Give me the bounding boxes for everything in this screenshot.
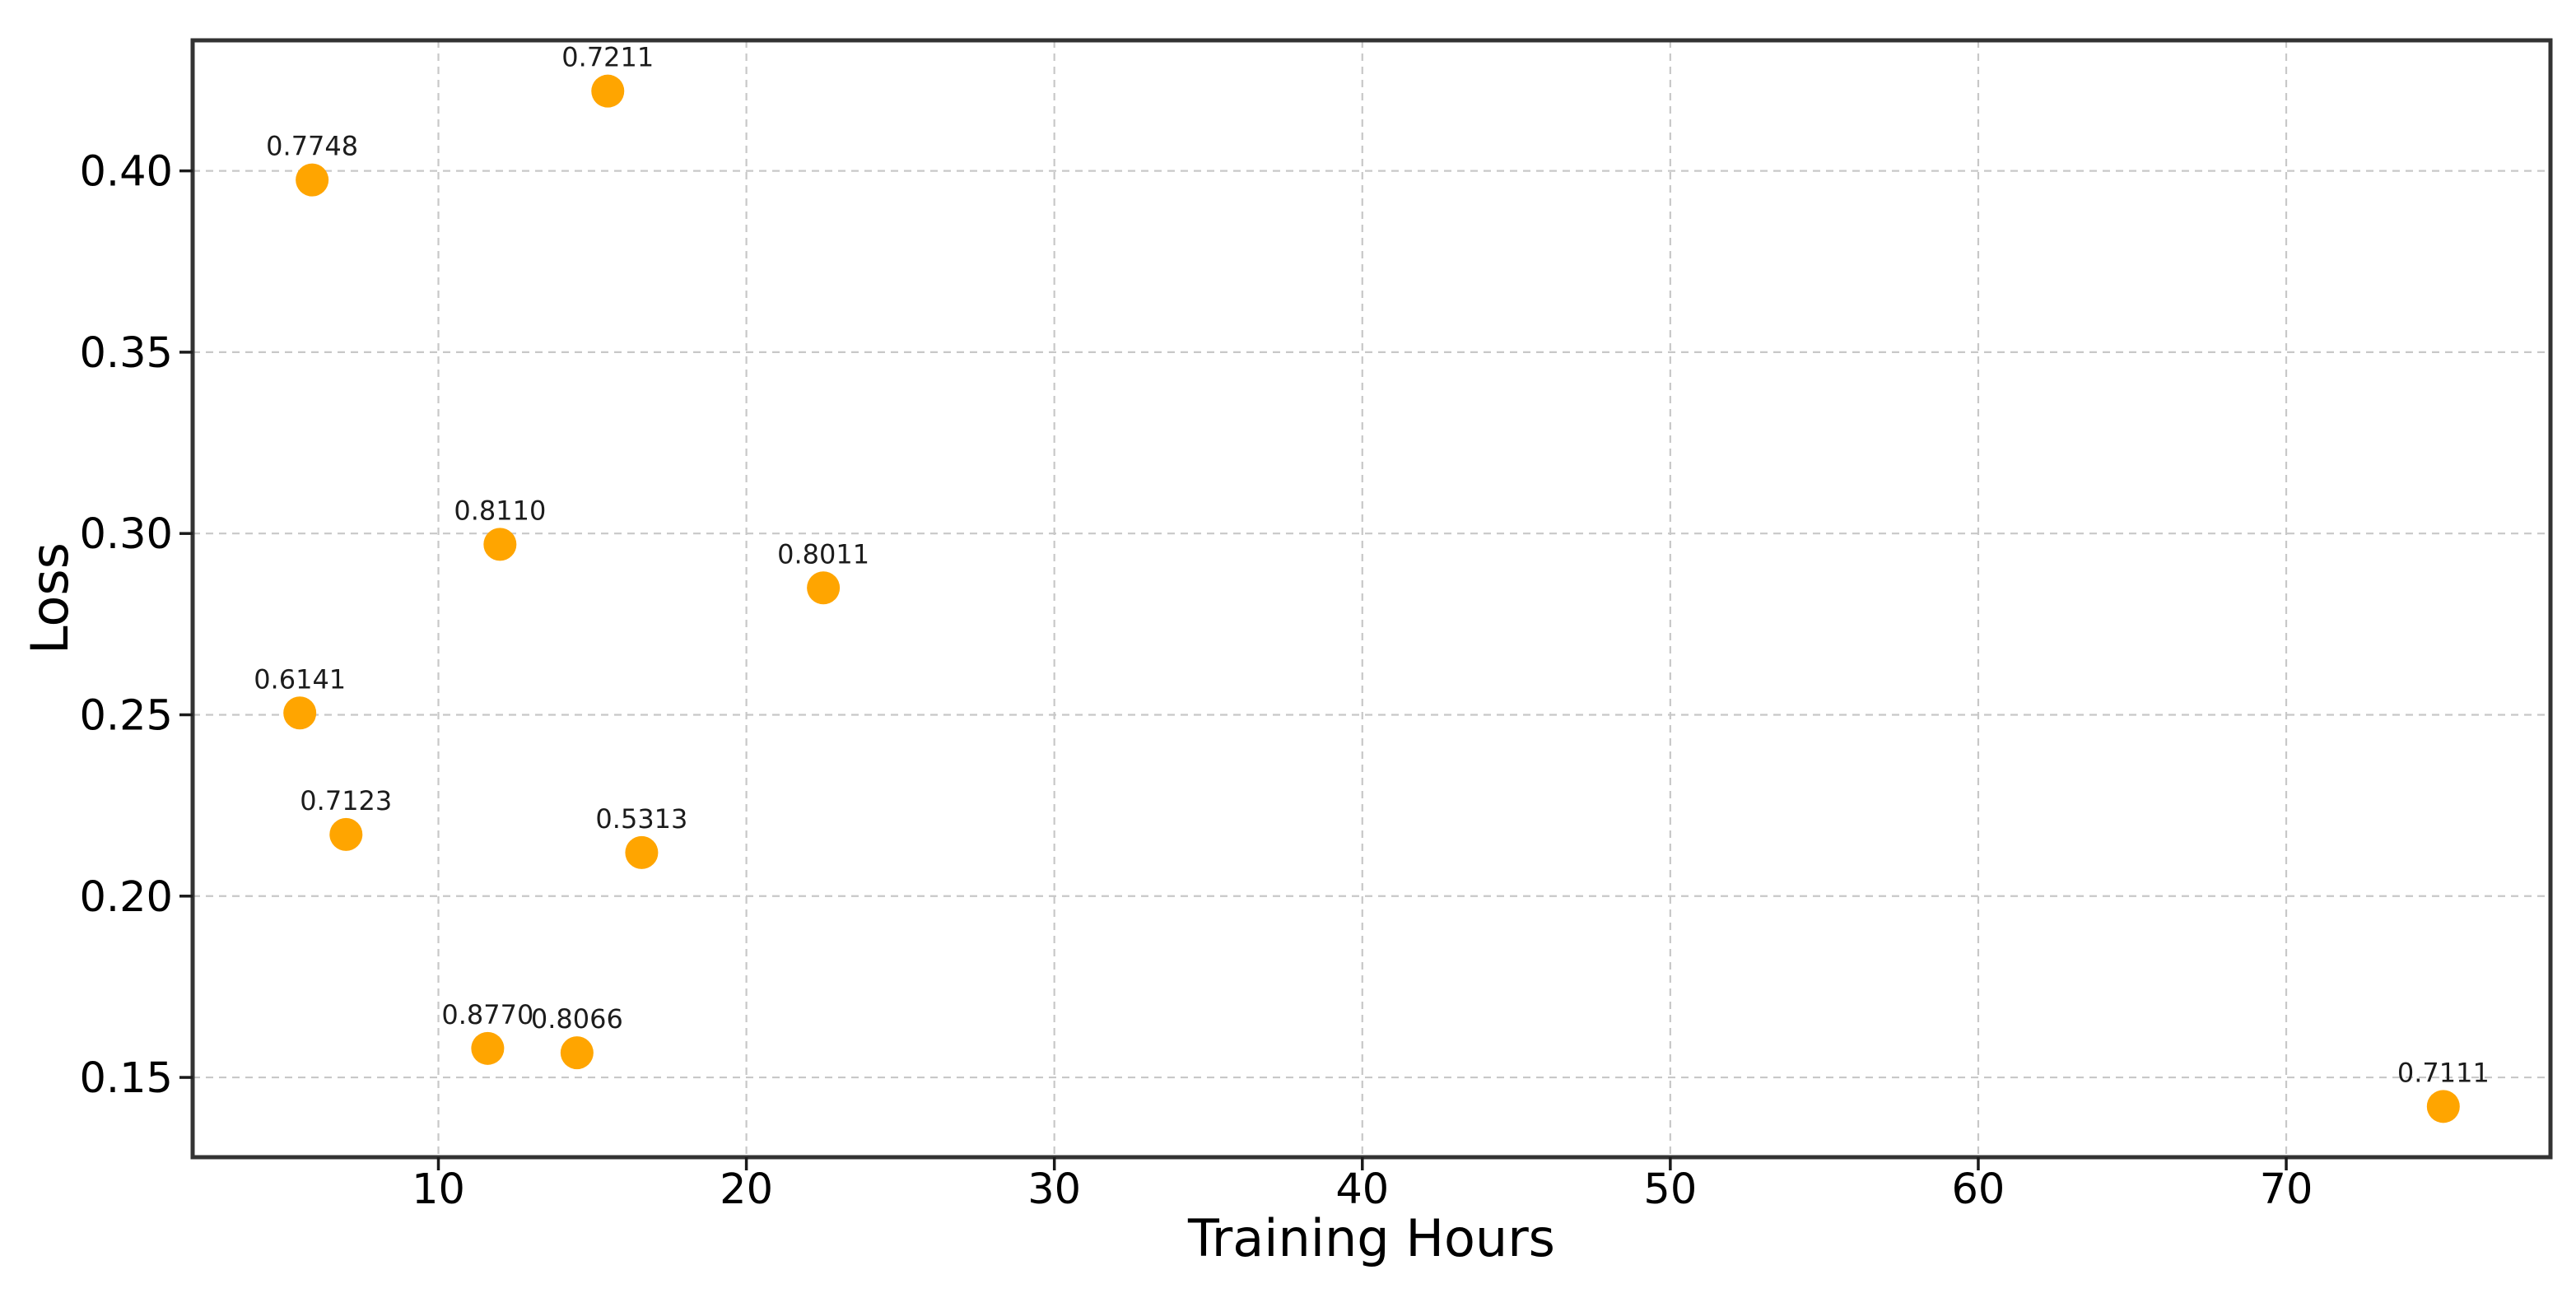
axes-spines [190,38,2553,1160]
data-point [483,528,517,561]
data-point-label: 0.6141 [254,663,346,695]
x-tick-label: 60 [1951,1165,2005,1214]
data-point [329,817,363,851]
data-point-label: 0.8770 [441,999,533,1030]
data-point [560,1036,594,1070]
data-point [283,696,317,730]
y-tick-label: 0.20 [79,873,173,922]
data-point [2426,1090,2460,1123]
y-tick-label: 0.25 [79,691,173,740]
x-tick-label: 10 [412,1165,465,1214]
x-tick-label: 70 [2260,1165,2313,1214]
y-tick-label: 0.40 [79,148,173,197]
data-point-label: 0.7123 [300,785,392,816]
data-point-label: 0.7111 [2397,1057,2490,1088]
data-point [807,571,841,605]
y-axis-label: Loss [20,542,80,654]
x-tick-label: 50 [1643,1165,1697,1214]
data-point-label: 0.8011 [777,538,869,570]
data-point-label: 0.8066 [531,1003,623,1035]
x-tick-label: 40 [1335,1165,1389,1214]
x-tick-label: 30 [1027,1165,1081,1214]
data-point [296,163,329,197]
data-point-label: 0.7211 [561,42,654,73]
data-point-label: 0.5313 [595,803,687,835]
x-axis-label: Training Hours [1188,1208,1555,1268]
x-tick-label: 20 [720,1165,773,1214]
data-point-label: 0.8110 [454,495,546,526]
data-point [591,74,625,108]
data-point [471,1031,505,1065]
data-point [625,835,659,869]
y-tick-label: 0.15 [79,1054,173,1103]
y-tick-label: 0.30 [79,510,173,559]
data-point-label: 0.7748 [266,131,358,162]
y-tick-label: 0.35 [79,329,173,378]
